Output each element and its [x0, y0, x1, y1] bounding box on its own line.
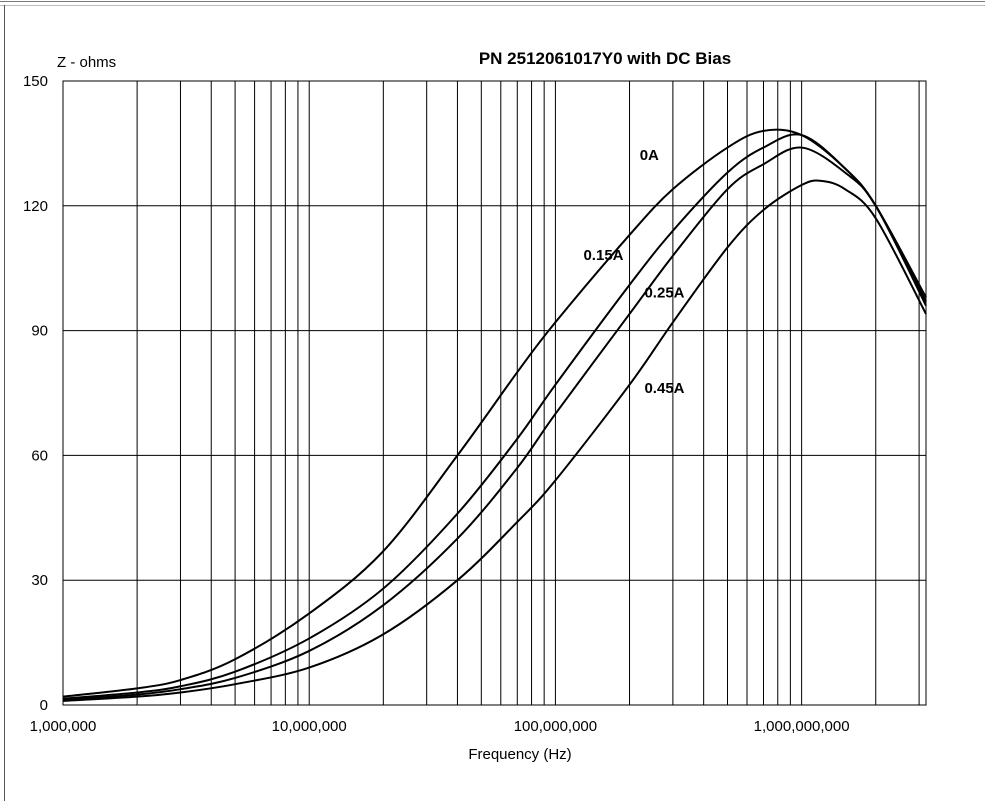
y-tick-label: 60: [31, 447, 48, 464]
series-label-0-25A: 0.25A: [644, 284, 684, 301]
series-layer: [62, 128, 927, 702]
x-tick-label: 1,000,000,000: [754, 718, 850, 735]
series-line-0-15A: [62, 133, 927, 700]
y-tick-label: 120: [23, 198, 48, 215]
annotation-layer: 0A 0.15A 0.25A 0.45A: [583, 147, 684, 397]
series-label-0-45A: 0.45A: [644, 380, 684, 397]
x-axis-label: Frequency (Hz): [468, 746, 571, 763]
y-tick-label: 0: [40, 697, 48, 714]
grid-layer: [63, 80, 926, 706]
plot-area: [62, 80, 927, 706]
series-line-0-25A: [62, 146, 927, 702]
x-tick-label: 100,000,000: [514, 718, 597, 735]
tick-label-layer: 0 30 60 90 120 150 1,000,000 10,000,000 100,000,…: [23, 73, 850, 735]
x-tick-label: 10,000,000: [272, 718, 347, 735]
series-label-0-15A: 0.15A: [583, 247, 623, 264]
y-tick-label: 150: [23, 73, 48, 90]
series-label-0A: 0A: [640, 147, 659, 164]
y-tick-label: 90: [31, 323, 48, 340]
series-line-0A: [62, 128, 927, 698]
y-axis-label: Z - ohms: [57, 54, 116, 71]
y-tick-label: 30: [31, 572, 48, 589]
x-tick-label: 1,000,000: [30, 718, 97, 735]
chart-title: PN 2512061017Y0 with DC Bias: [479, 49, 731, 68]
series-line-0-45A: [62, 179, 927, 702]
